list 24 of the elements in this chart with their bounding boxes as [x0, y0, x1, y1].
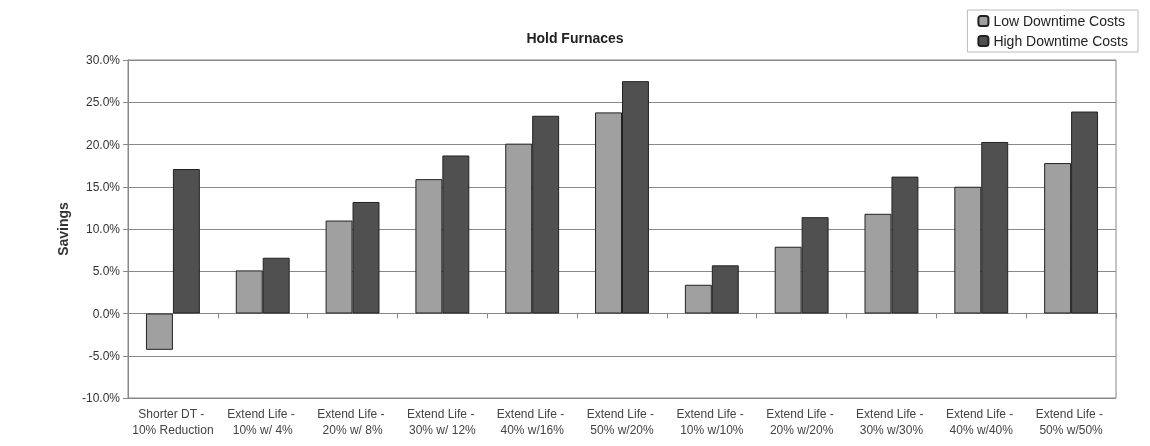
- x-tick-label: Extend Life - 10% w/ 4%: [227, 407, 299, 437]
- x-tick-label: Extend Life - 10% w/10%: [676, 407, 748, 437]
- y-tick-label: 20.0%: [85, 137, 121, 152]
- x-tick-label: Extend Life - 20% w/ 8%: [317, 407, 388, 437]
- legend-label: Low Downtime Costs: [993, 13, 1125, 29]
- x-tick-label: Extend Life - 30% w/30%: [856, 407, 927, 437]
- y-tick-label: 0.0%: [92, 306, 121, 321]
- x-tick-label: Extend Life - 50% w/50%: [1035, 407, 1107, 437]
- x-tick-label: Extend Life - 40% w/16%: [496, 407, 568, 437]
- y-tick-label: 25.0%: [85, 95, 121, 110]
- legend-label: High Downtime Costs: [993, 33, 1129, 49]
- y-tick-label: 5.0%: [92, 264, 121, 279]
- x-tick-label: Extend Life - 20% w/20%: [766, 407, 837, 437]
- x-tick-label: Shorter DT - 10% Reduction: [132, 407, 214, 437]
- y-tick-label: -10.0%: [81, 391, 121, 405]
- y-tick-label: 30.0%: [85, 53, 121, 67]
- y-tick-label: -5.0%: [88, 348, 121, 363]
- chart-title: Hold Furnaces: [526, 30, 624, 46]
- y-tick-label: 10.0%: [85, 222, 121, 236]
- x-tick-label: Extend Life - 30% w/ 12%: [407, 407, 478, 437]
- x-tick-label: Extend Life - 40% w/40%: [945, 407, 1017, 437]
- y-tick-label: 15.0%: [85, 179, 121, 194]
- y-axis-title: Savings: [55, 201, 71, 256]
- x-tick-label: Extend Life - 50% w/20%: [586, 407, 658, 437]
